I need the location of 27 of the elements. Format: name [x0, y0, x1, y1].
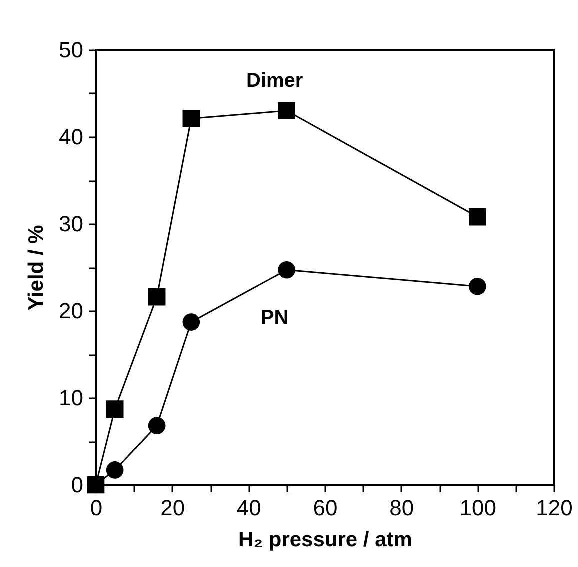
y-tick-label: 30 [59, 212, 84, 236]
y-tick-label: 50 [59, 38, 84, 62]
point [182, 314, 200, 331]
y-tick-label: 20 [59, 298, 84, 324]
x-tick-label: 120 [536, 496, 573, 520]
point [148, 288, 166, 306]
x-tick-label: 100 [460, 496, 497, 520]
y-tick-label: 40 [59, 124, 84, 150]
point [106, 462, 124, 479]
point [106, 400, 124, 418]
x-axis-title: H₂ pressure / atm [238, 528, 412, 552]
y-tick-label: 10 [59, 386, 84, 410]
x-tick-label: 60 [313, 496, 338, 520]
point [148, 417, 166, 434]
point [278, 261, 296, 279]
series-label: Dimer [246, 70, 304, 92]
x-tick-label: 0 [90, 496, 103, 520]
point [469, 278, 486, 296]
point [278, 102, 296, 120]
x-tick-label: 80 [390, 496, 414, 520]
point [469, 208, 486, 226]
y-tick-label: 0 [71, 472, 84, 498]
x-tick-label: 40 [236, 496, 262, 520]
x-tick-label: 20 [160, 496, 186, 520]
point [182, 110, 200, 128]
y-axis-title: Yield / % [25, 224, 48, 311]
series-label: PN [260, 307, 289, 330]
